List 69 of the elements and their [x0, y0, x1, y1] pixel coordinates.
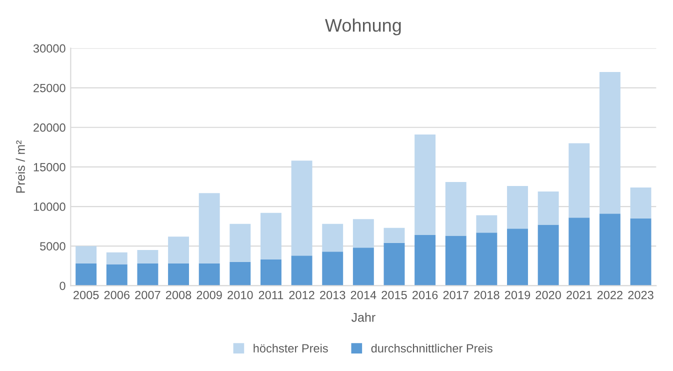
bar	[384, 242, 405, 286]
x-tick-label: 2011	[258, 290, 284, 300]
x-tick-label: 2014	[350, 290, 376, 300]
x-tick-label: 2012	[289, 290, 314, 300]
y-tick-label: 10000	[34, 202, 66, 211]
y-tick-label: 30000	[33, 44, 66, 53]
x-tick-label: 2023	[628, 290, 654, 300]
x-tick-label: 2007	[135, 290, 160, 300]
x-tick-label: 2019	[504, 290, 530, 300]
bar	[414, 235, 436, 286]
x-tick-label: 2013	[320, 290, 346, 300]
bar	[352, 248, 374, 286]
x-tick-label: 2010	[228, 290, 253, 300]
bar	[76, 246, 97, 264]
bar	[76, 264, 97, 286]
x-tick-label: 2017	[443, 290, 468, 300]
bar	[599, 214, 620, 286]
legend-label: durchschnittlicher Preis	[371, 344, 492, 353]
bar	[106, 252, 128, 264]
bar	[507, 228, 528, 286]
y-tick-label: 25000	[34, 84, 66, 92]
bar	[630, 188, 652, 218]
x-axis-title: Jahr	[351, 312, 376, 322]
x-tick-label: 2006	[104, 290, 130, 300]
x-tick-label: 2021	[566, 290, 592, 300]
x-tick-label: 2009	[196, 290, 222, 300]
bar	[445, 182, 466, 236]
bar	[291, 256, 312, 286]
bar	[198, 193, 220, 264]
bar	[230, 224, 251, 262]
chart-title: Wohnung	[325, 18, 401, 36]
bar	[538, 191, 559, 225]
bar	[106, 264, 128, 286]
x-tick-label: 2016	[412, 290, 438, 300]
bar	[568, 218, 590, 286]
bar	[168, 264, 189, 286]
bar	[476, 232, 498, 286]
y-tick-label: 5000	[40, 242, 66, 250]
x-tick-label: 2020	[536, 290, 561, 300]
bar	[476, 215, 498, 233]
bar	[260, 260, 282, 286]
x-tick-label: 2022	[597, 290, 622, 300]
bar	[384, 228, 405, 243]
y-axis-title: Preis / m²	[16, 140, 25, 193]
bar	[230, 262, 251, 286]
bar	[538, 224, 559, 286]
x-tick-label: 2005	[74, 290, 99, 300]
bar	[168, 236, 189, 264]
bar	[352, 219, 374, 248]
bar	[630, 218, 652, 286]
bar	[137, 264, 158, 286]
bar	[137, 250, 158, 264]
x-tick-label: 2008	[166, 290, 192, 300]
x-tick-label: 2015	[382, 290, 407, 300]
bar	[291, 160, 312, 256]
bar	[322, 224, 344, 252]
legend-label: höchster Preis	[254, 344, 328, 353]
bar	[414, 134, 436, 236]
bar	[507, 186, 528, 229]
bar	[260, 212, 282, 260]
bar	[599, 72, 620, 214]
bar	[198, 264, 220, 286]
y-tick-label: 0	[60, 282, 66, 290]
bar	[322, 252, 344, 286]
y-tick-label: 20000	[34, 123, 66, 132]
bar	[568, 143, 590, 218]
y-tick-label: 15000	[34, 162, 66, 172]
bar	[445, 236, 466, 286]
x-tick-label: 2018	[474, 290, 500, 300]
